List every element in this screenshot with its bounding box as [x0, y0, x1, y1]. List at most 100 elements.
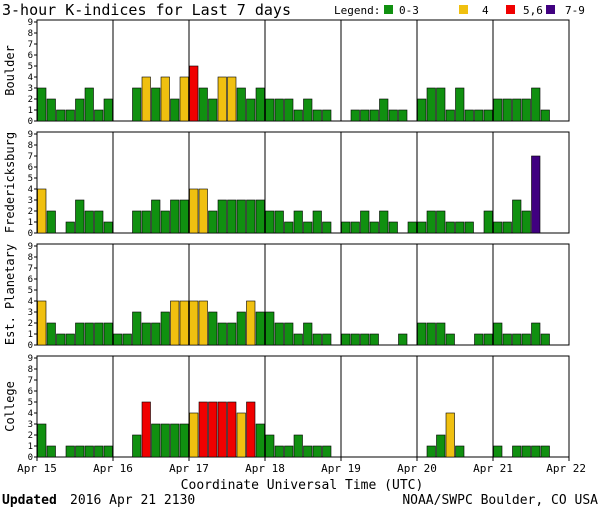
k-index-bar	[531, 445, 541, 458]
y-tick-label: 6	[28, 163, 33, 173]
y-tick-label: 7	[28, 152, 33, 162]
k-index-bar	[37, 423, 47, 458]
k-index-bar	[379, 98, 389, 122]
k-index-bar	[170, 98, 180, 122]
y-tick-label: 9	[28, 354, 33, 364]
k-index-bar	[179, 423, 189, 458]
legend-entry-7-9: 7-9	[565, 4, 585, 17]
k-index-bar	[369, 333, 379, 346]
source-credit: NOAA/SWPC Boulder, CO USA	[402, 493, 598, 508]
panel-frame	[36, 19, 570, 122]
x-axis-label: Coordinate Universal Time (UTC)	[181, 478, 424, 493]
y-tick-label: 7	[28, 376, 33, 386]
k-index-bar	[46, 322, 56, 346]
k-index-bar	[303, 98, 313, 122]
k-index-bar	[141, 401, 151, 458]
k-index-bar	[208, 98, 218, 122]
k-index-bar	[455, 221, 465, 234]
k-index-bar	[46, 98, 56, 122]
k-index-bar	[132, 434, 142, 458]
k-index-bar	[274, 210, 284, 234]
k-index-bar	[493, 322, 503, 346]
y-tick-label: 8	[28, 29, 33, 39]
k-index-bar	[160, 210, 170, 234]
k-index-bar	[426, 210, 436, 234]
panel-frame	[36, 243, 570, 346]
k-index-bar	[103, 98, 113, 122]
k-index-bar	[170, 300, 180, 346]
k-index-bar	[512, 445, 522, 458]
k-index-bar	[445, 221, 455, 234]
k-index-bar	[493, 221, 503, 234]
k-index-bar	[265, 311, 275, 346]
y-tick-label: 2	[28, 319, 33, 329]
k-index-bar	[436, 322, 446, 346]
k-index-bar	[84, 87, 94, 122]
k-index-bar	[255, 87, 265, 122]
k-index-bar	[198, 401, 208, 458]
k-index-bar	[274, 98, 284, 122]
k-index-bar	[531, 322, 541, 346]
y-tick-label: 9	[28, 130, 33, 140]
k-index-bar	[65, 109, 75, 122]
k-index-bar	[170, 199, 180, 234]
k-index-bar	[160, 76, 170, 122]
k-index-bar	[303, 322, 313, 346]
k-index-bar	[284, 322, 294, 346]
k-index-bar	[512, 333, 522, 346]
k-index-bar	[246, 199, 256, 234]
y-tick-label: 7	[28, 40, 33, 50]
k-index-bar	[37, 87, 47, 122]
y-tick-label: 0	[28, 341, 33, 351]
k-index-bar	[426, 322, 436, 346]
k-index-bar	[265, 210, 275, 234]
k-index-bar	[46, 445, 56, 458]
k-index-bar	[151, 322, 161, 346]
k-index-bar	[141, 322, 151, 346]
k-index-bar	[274, 445, 284, 458]
y-tick-label: 2	[28, 95, 33, 105]
k-index-bar	[455, 445, 465, 458]
panel-ylabel: Boulder	[3, 45, 17, 96]
y-tick-label: 0	[28, 117, 33, 127]
k-index-bar	[160, 423, 170, 458]
y-tick-label: 9	[28, 242, 33, 252]
k-index-bar	[284, 221, 294, 234]
k-index-bar	[284, 98, 294, 122]
k-index-bar	[521, 333, 531, 346]
k-index-bar	[369, 109, 379, 122]
k-index-bar	[170, 423, 180, 458]
k-index-bar	[151, 87, 161, 122]
k-index-bar	[455, 87, 465, 122]
k-index-bar	[94, 109, 104, 122]
k-index-bar	[246, 401, 256, 458]
k-index-bar	[502, 98, 512, 122]
k-index-bar	[483, 109, 493, 122]
k-index-bar	[255, 199, 265, 234]
k-index-bar	[198, 188, 208, 234]
k-index-bar	[388, 109, 398, 122]
k-index-bar	[417, 322, 427, 346]
x-tick-label: Apr 15	[17, 462, 57, 475]
k-index-bar	[255, 311, 265, 346]
k-index-bar	[493, 445, 503, 458]
k-index-bar	[293, 210, 303, 234]
k-index-bar	[426, 445, 436, 458]
k-index-bar	[217, 76, 227, 122]
panels: 0123456789Boulder0123456789Fredericksbur…	[3, 18, 570, 463]
k-index-bar	[65, 333, 75, 346]
k-index-bar	[445, 333, 455, 346]
k-index-bar	[398, 333, 408, 346]
k-index-bar	[512, 199, 522, 234]
k-index-bar	[246, 98, 256, 122]
k-index-bar	[436, 210, 446, 234]
panel-frame	[36, 355, 570, 458]
y-tick-label: 7	[28, 264, 33, 274]
k-index-bar	[208, 210, 218, 234]
y-tick-label: 5	[28, 286, 33, 296]
y-tick-label: 3	[28, 308, 33, 318]
k-index-bar	[350, 221, 360, 234]
k-index-bar	[540, 109, 550, 122]
